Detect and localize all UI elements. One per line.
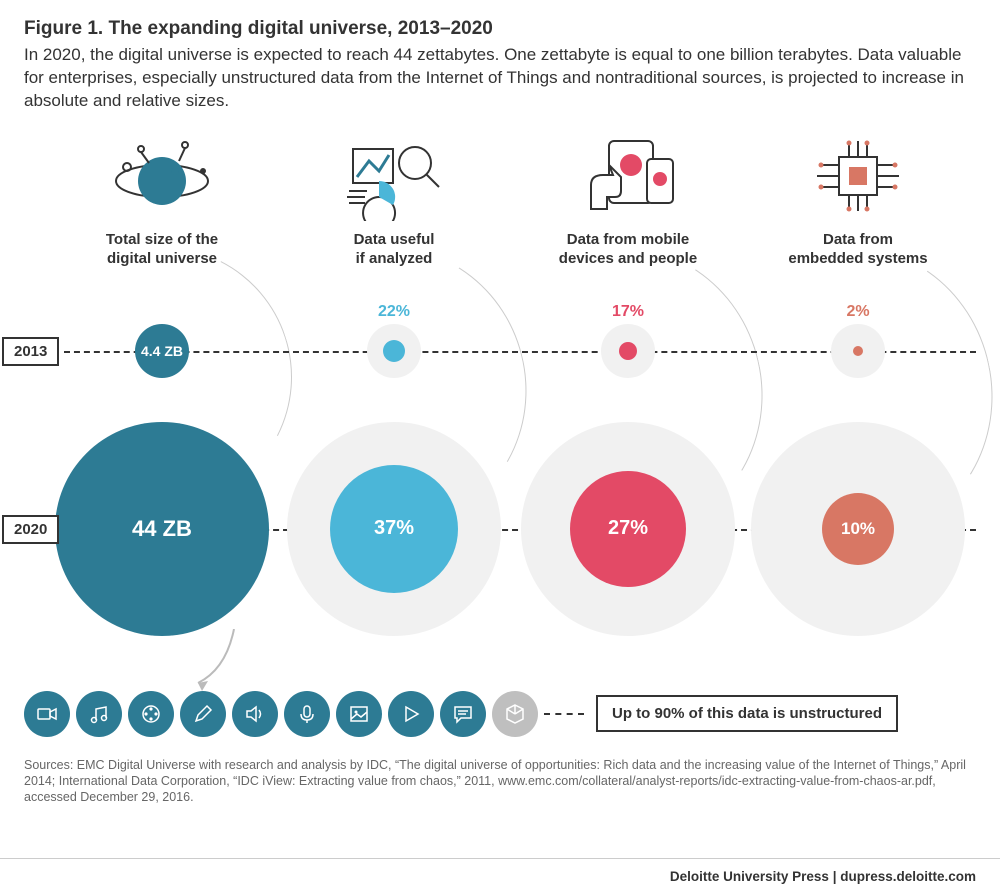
bubble-mobile-2020: 27% (570, 471, 686, 587)
image-icon (336, 691, 382, 737)
col-total: Total size of the digital universe (57, 129, 267, 269)
unstructured-callout: Up to 90% of this data is unstructured (596, 695, 898, 732)
analytics-icon (289, 129, 499, 221)
col-mobile-label-l2: devices and people (559, 250, 697, 267)
col-total-label: Total size of the digital universe (57, 231, 267, 269)
sources-text: Sources: EMC Digital Universe with resea… (0, 757, 1000, 806)
col-useful-label: Data useful if analyzed (289, 231, 499, 269)
pct-mobile-2013: 17% (612, 303, 644, 321)
col-embedded-label: Data from embedded systems (753, 231, 963, 269)
footer-url: dupress.deloitte.com (840, 869, 976, 884)
bubble-total-2013: 4.4 ZB (135, 324, 189, 378)
music-icon (76, 691, 122, 737)
chip-icon (753, 129, 963, 221)
play-icon (388, 691, 434, 737)
col-embedded-label-l2: embedded systems (788, 250, 927, 267)
col-embedded-label-l1: Data from (823, 231, 893, 248)
icon-strip: Up to 90% of this data is unstructured (24, 691, 898, 737)
chat-icon (440, 691, 486, 737)
col-useful-label-l2: if analyzed (356, 250, 433, 267)
mobile-icon (523, 129, 733, 221)
footer-publisher: Deloitte University Press (670, 869, 829, 884)
pencil-icon (180, 691, 226, 737)
col-total-label-l2: digital universe (107, 250, 217, 267)
col-mobile: Data from mobile devices and people (523, 129, 733, 269)
pct-embedded-2013: 2% (846, 303, 869, 321)
arrow-to-strip (184, 629, 244, 697)
col-mobile-label-l1: Data from mobile (567, 231, 690, 248)
col-mobile-label: Data from mobile devices and people (523, 231, 733, 269)
year-2020-label: 2020 (2, 515, 59, 544)
year-2013-label: 2013 (2, 337, 59, 366)
col-total-label-l1: Total size of the (106, 231, 218, 248)
bubble-embedded-2013 (853, 346, 863, 356)
mic-icon (284, 691, 330, 737)
footer-divider: | (829, 869, 840, 884)
bubble-mobile-2013 (619, 342, 637, 360)
footer: Deloitte University Press | dupress.delo… (0, 858, 1000, 894)
figure-description: In 2020, the digital universe is expecte… (24, 44, 976, 113)
speaker-icon (232, 691, 278, 737)
bubble-total-2020: 44 ZB (55, 422, 269, 636)
figure-title: Figure 1. The expanding digital universe… (24, 18, 976, 40)
col-embedded: Data from embedded systems (753, 129, 963, 269)
pct-useful-2013: 22% (378, 303, 410, 321)
planet-icon (57, 129, 267, 221)
video-icon (24, 691, 70, 737)
chart-area: 2013 2020 (24, 129, 976, 739)
bubble-embedded-2020: 10% (822, 493, 894, 565)
cube-icon (492, 691, 538, 737)
film-icon (128, 691, 174, 737)
callout-connector (544, 713, 584, 715)
bubble-useful-2020: 37% (330, 465, 458, 593)
col-useful-label-l1: Data useful (354, 231, 435, 248)
bubble-useful-2013 (383, 340, 405, 362)
col-useful: Data useful if analyzed (289, 129, 499, 269)
